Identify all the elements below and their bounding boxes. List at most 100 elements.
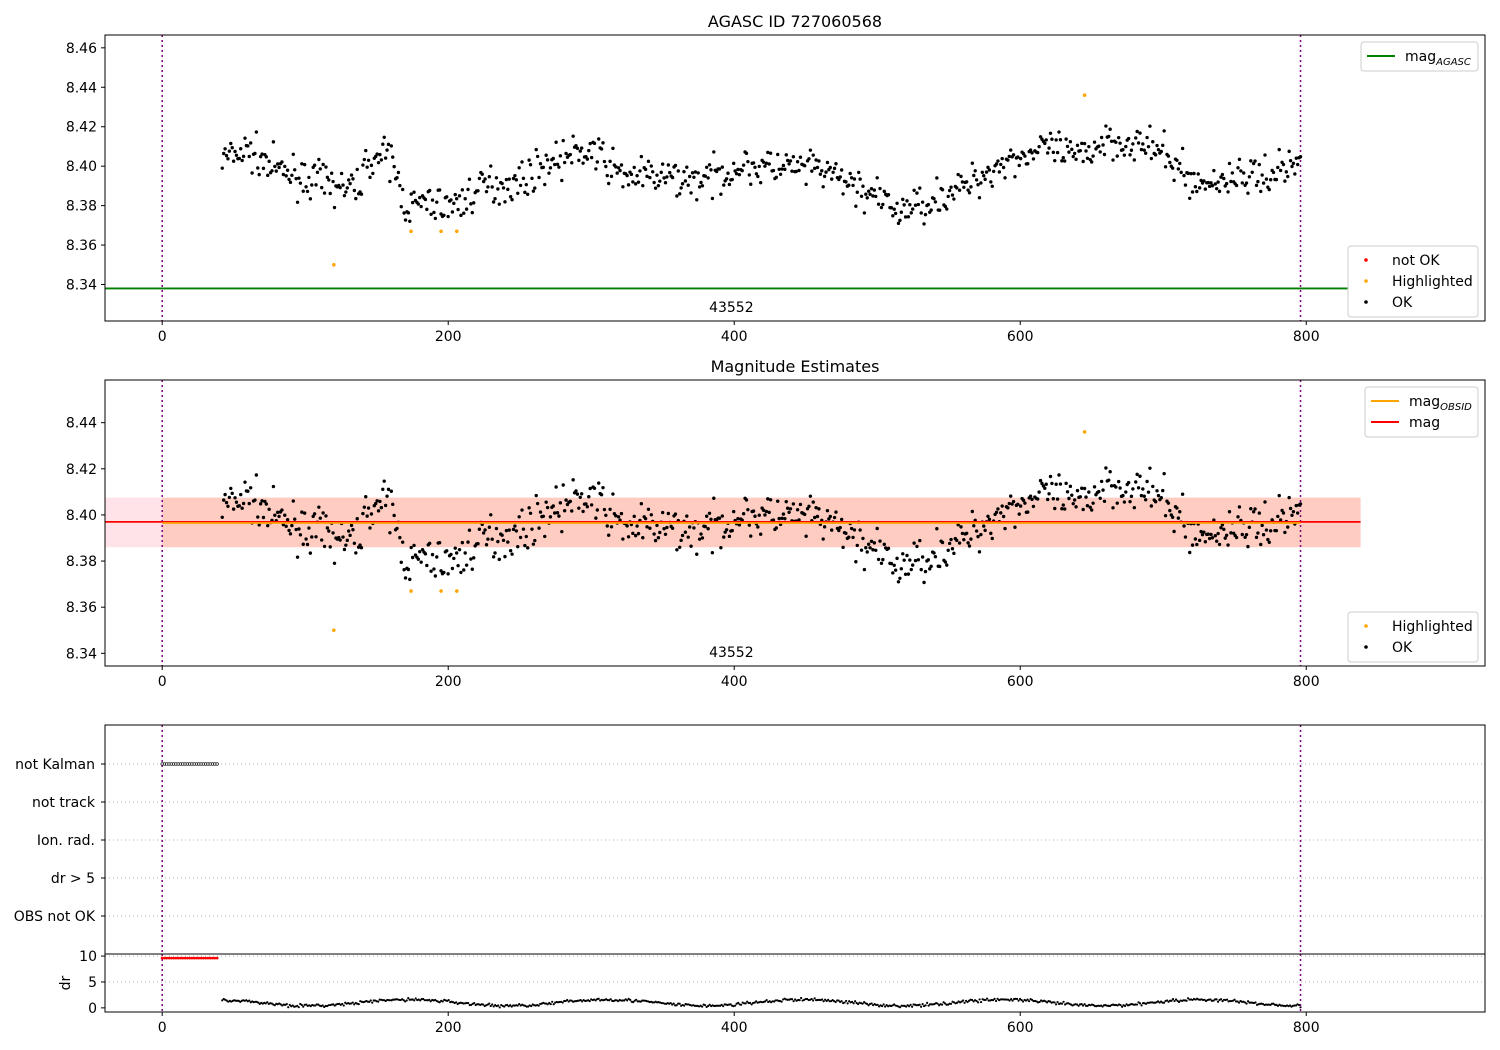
ok-point: [392, 513, 396, 518]
ok-point: [703, 524, 707, 529]
ok-point: [764, 509, 769, 514]
ok-point: [962, 537, 966, 542]
ok-point: [913, 558, 918, 563]
ok-point: [490, 537, 494, 541]
ok-point: [395, 526, 399, 531]
dr-point: [978, 998, 981, 1001]
ok-point: [295, 200, 300, 205]
ok-point: [237, 156, 242, 161]
ok-point: [351, 528, 355, 532]
ok-point: [976, 534, 980, 539]
ok-point: [551, 156, 555, 161]
ok-point: [1111, 506, 1115, 510]
ok-point: [399, 560, 403, 565]
ok-point: [543, 534, 547, 539]
ok-point: [854, 560, 858, 564]
ok-point: [918, 186, 922, 190]
ok-point: [935, 527, 939, 531]
ok-point: [901, 197, 905, 202]
legend-dot-swatch: [1364, 279, 1368, 283]
ok-point: [909, 567, 913, 572]
ok-point: [464, 207, 469, 211]
ok-point: [675, 548, 679, 552]
dr-point: [722, 1005, 725, 1008]
ok-point: [937, 564, 942, 569]
ok-point: [318, 516, 322, 520]
ok-point: [956, 172, 960, 177]
ok-point: [727, 534, 732, 539]
ok-point: [1183, 183, 1188, 187]
ok-point: [660, 510, 665, 515]
dr-point: [979, 1000, 983, 1004]
ok-point: [347, 178, 351, 182]
dr-point: [961, 999, 965, 1002]
ok-point: [896, 221, 901, 226]
ok-point: [1098, 150, 1102, 154]
ok-point: [947, 188, 952, 193]
ok-point: [973, 169, 977, 173]
ok-point: [314, 535, 318, 539]
ok-point: [1028, 148, 1033, 152]
dr-point: [991, 999, 995, 1002]
ok-point: [518, 183, 523, 188]
ok-point: [1197, 538, 1202, 543]
ok-point: [996, 507, 1000, 511]
ok-point: [1053, 506, 1057, 511]
ok-point: [859, 548, 864, 552]
ok-point: [544, 500, 548, 504]
ok-point: [777, 516, 781, 521]
ok-point: [562, 509, 567, 513]
ok-point: [1261, 533, 1266, 537]
ok-point: [1045, 497, 1050, 502]
ok-point: [1192, 171, 1196, 176]
ok-point: [560, 529, 564, 534]
ok-point: [1104, 124, 1108, 128]
dr-point: [707, 1004, 710, 1008]
ok-point: [1291, 509, 1296, 514]
ok-point: [1129, 494, 1134, 499]
ok-point: [1234, 183, 1239, 188]
ok-point: [980, 170, 985, 174]
ok-point: [952, 197, 956, 201]
ok-point: [834, 162, 838, 166]
ok-point: [1266, 537, 1270, 542]
ok-point: [875, 526, 879, 531]
ok-point: [1170, 515, 1175, 519]
dr-point: [993, 997, 996, 1001]
dr-red-point: [208, 956, 212, 960]
ok-point: [329, 171, 334, 175]
ok-point: [1170, 166, 1175, 170]
ok-point: [1101, 143, 1105, 147]
ok-point: [574, 143, 578, 148]
ok-point: [602, 159, 607, 164]
ok-point: [366, 506, 371, 510]
dr-point: [837, 999, 840, 1002]
ok-point: [794, 169, 798, 174]
ok-point: [284, 174, 288, 178]
dr-point: [1237, 1001, 1241, 1004]
ok-point: [820, 169, 824, 173]
highlighted-point: [1082, 430, 1087, 434]
ok-point: [685, 165, 689, 169]
dr-point: [905, 1005, 908, 1008]
ok-point: [815, 514, 820, 519]
ok-point: [285, 168, 290, 172]
highlighted-point: [409, 229, 413, 234]
ok-point: [1240, 181, 1244, 185]
ok-point: [418, 549, 422, 554]
ok-point: [321, 511, 325, 515]
dr-point: [964, 999, 968, 1002]
ok-point: [1124, 144, 1128, 149]
ok-point: [290, 173, 294, 177]
ok-point: [538, 510, 543, 514]
ok-point: [787, 162, 791, 166]
ok-point: [631, 531, 635, 536]
ok-point: [1254, 183, 1259, 188]
ok-point: [1118, 486, 1122, 490]
dr-point: [1209, 998, 1212, 1001]
dr-point: [518, 1002, 521, 1006]
ok-point: [317, 157, 321, 162]
ok-point: [974, 529, 979, 533]
ok-point: [506, 187, 510, 192]
